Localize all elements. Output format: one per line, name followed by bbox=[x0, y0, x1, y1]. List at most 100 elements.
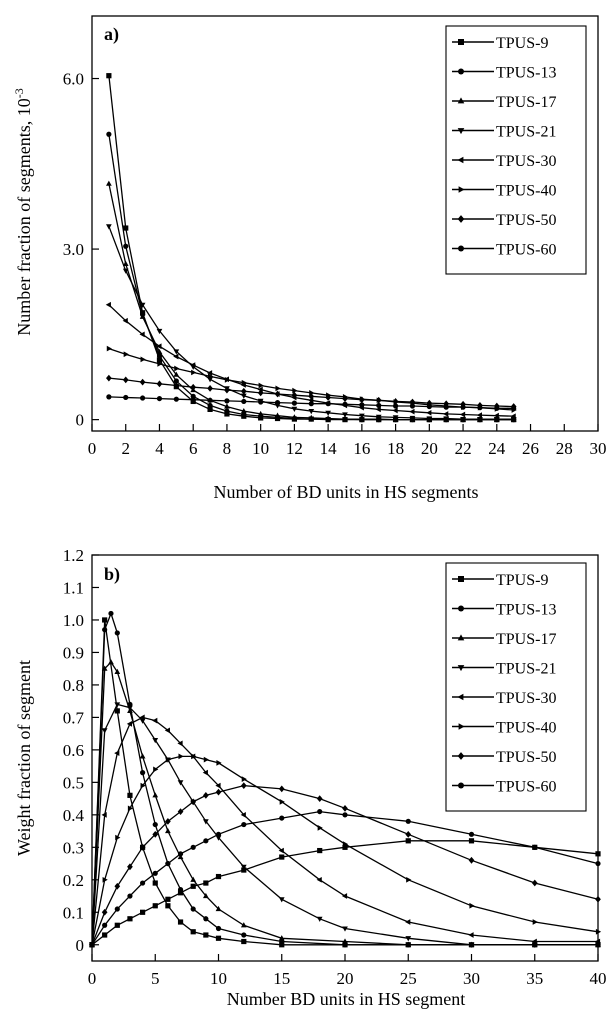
panel-b-data-point bbox=[165, 860, 171, 867]
panel-a-data-point bbox=[173, 378, 179, 384]
panel-a-legend-item: TPUS-50 bbox=[452, 212, 556, 229]
panel-a-legend-label: TPUS-9 bbox=[496, 35, 548, 52]
panel-b-data-point bbox=[152, 821, 158, 828]
panel-a-x-tick-label: 24 bbox=[488, 439, 506, 458]
panel-b-data-point bbox=[317, 808, 323, 815]
panel-a-legend-label: TPUS-40 bbox=[496, 183, 556, 200]
panel-a-data-point bbox=[375, 396, 382, 404]
panel-a-data-point bbox=[156, 328, 163, 335]
panel-a-legend-marker bbox=[457, 128, 465, 135]
panel-b-data-point bbox=[342, 938, 348, 944]
panel-a-x-ticks: 0 2 4 6 8 10 12 14 16 18 20 22 24 26 28 30 bbox=[88, 424, 607, 458]
panel-a-data-point bbox=[156, 395, 163, 402]
panel-b-data-point bbox=[203, 916, 209, 922]
panel-b-data-point bbox=[152, 792, 159, 798]
panel-b-legend-marker bbox=[457, 693, 464, 701]
panel-a-data-point bbox=[308, 401, 314, 407]
panel-b-data-point bbox=[468, 831, 475, 837]
panel-a-data-point bbox=[459, 411, 466, 418]
panel-a-legend-label: TPUS-21 bbox=[496, 124, 556, 141]
panel-b-data-point bbox=[240, 922, 247, 928]
panel-b-y-axis-title: Weight fraction of segment bbox=[14, 660, 34, 856]
panel-b-data-point bbox=[165, 827, 171, 834]
panel-b-series-6 bbox=[89, 753, 602, 948]
panel-b-data-point bbox=[278, 935, 285, 941]
panel-a-data-point bbox=[240, 393, 247, 399]
panel-b-legend-item: TPUS-13 bbox=[452, 602, 556, 619]
panel-b-data-point bbox=[595, 860, 601, 867]
panel-b-data-point bbox=[468, 942, 475, 948]
panel-b-data-point bbox=[469, 902, 475, 909]
panel-a-x-tick-label: 30 bbox=[590, 439, 607, 458]
panel-a-data-point bbox=[157, 361, 163, 367]
panel-b-y-tick-label: 0.8 bbox=[63, 676, 84, 695]
panel-a-data-point bbox=[426, 416, 433, 422]
panel-a-legend: TPUS-9 TPUS-13 TPUS-17 TPUS-21 TPUS-30 TPUS-4… bbox=[445, 25, 587, 275]
panel-a-data-point bbox=[426, 403, 432, 410]
panel-a-data-point bbox=[173, 382, 180, 389]
panel-a-x-tick-label: 10 bbox=[252, 439, 269, 458]
panel-a-data-point bbox=[173, 353, 179, 360]
panel-b-data-point bbox=[177, 808, 184, 815]
panel-b-data-point bbox=[190, 844, 196, 850]
panel-a-data-point bbox=[240, 407, 247, 414]
panel-a-x-tick-label: 2 bbox=[121, 439, 130, 458]
panel-b-legend-label: TPUS-9 bbox=[496, 572, 548, 589]
panel-a-x-tick-label: 26 bbox=[522, 439, 539, 458]
panel-b-y-tick-label: 0.7 bbox=[63, 708, 85, 727]
panel-b-data-point bbox=[215, 782, 221, 789]
panel-b-data-point bbox=[215, 935, 222, 941]
panel-b-data-point bbox=[190, 876, 197, 882]
panel-b-data-point bbox=[595, 928, 602, 935]
panel-a-data-point bbox=[409, 408, 415, 415]
panel-b-data-point bbox=[278, 897, 285, 903]
panel-b-data-point bbox=[405, 936, 412, 942]
panel-b-data-point bbox=[342, 844, 348, 850]
panel-a-data-point bbox=[122, 317, 128, 324]
panel-b-x-tick-label: 20 bbox=[337, 969, 354, 988]
panel-a-legend-label: TPUS-17 bbox=[496, 94, 556, 111]
panel-a-data-point bbox=[241, 379, 247, 386]
panel-b-y-ticks: 0 0.1 0.2 0.3 0.4 0.5 0.6 0.7 0.8 0.9 1.0 1.1 1.2 bbox=[63, 546, 99, 955]
panel-b-data-point bbox=[240, 782, 247, 789]
panel-b-data-point bbox=[317, 847, 323, 854]
panel-b-chart: 0 5 10 15 20 25 30 35 40 00.10.20.30.40.50.60.70… bbox=[14, 546, 607, 1009]
panel-b-data-point bbox=[114, 630, 120, 636]
panel-b-legend-label: TPUS-13 bbox=[496, 602, 556, 619]
panel-a-data-point bbox=[292, 387, 298, 394]
panel-b-data-point bbox=[202, 791, 209, 799]
panel-a-x-tick-label: 14 bbox=[320, 439, 338, 458]
panel-b-data-point bbox=[241, 938, 247, 945]
panel-a-data-point bbox=[359, 402, 365, 408]
panel-b-data-point bbox=[190, 883, 196, 889]
panel-a-data-point bbox=[477, 416, 483, 423]
panel-a-legend-item: TPUS-17 bbox=[452, 94, 556, 111]
panel-b-legend-marker bbox=[458, 576, 464, 582]
panel-b-label: b) bbox=[104, 564, 120, 585]
panel-b-data-point bbox=[177, 919, 184, 925]
panel-b-data-point bbox=[101, 728, 108, 734]
panel-b-legend-label: TPUS-17 bbox=[496, 631, 556, 648]
panel-b-data-point bbox=[152, 903, 158, 909]
panel-b-y-tick-label: 0.2 bbox=[63, 871, 84, 890]
panel-b-data-point bbox=[468, 838, 475, 844]
panel-b-data-point bbox=[468, 932, 474, 938]
panel-a-data-point bbox=[191, 369, 197, 376]
panel-b-legend-label: TPUS-30 bbox=[496, 690, 556, 707]
panel-a-x-tick-label: 18 bbox=[387, 439, 404, 458]
panel-b-data-point bbox=[127, 863, 133, 871]
panel-a-legend-item: TPUS-30 bbox=[452, 153, 556, 170]
panel-b-data-point bbox=[278, 785, 285, 793]
panel-b-data-point bbox=[215, 831, 222, 837]
panel-b-y-tick-label: 0.5 bbox=[63, 773, 84, 792]
panel-a-x-tick-label: 4 bbox=[155, 439, 164, 458]
panel-a-data-point bbox=[106, 374, 112, 382]
panel-b-data-point bbox=[127, 916, 133, 922]
panel-b-data-point bbox=[202, 769, 208, 776]
panel-a-data-point bbox=[409, 398, 416, 406]
panel-b-data-point bbox=[177, 890, 184, 896]
panel-b-data-point bbox=[316, 876, 322, 883]
panel-b-legend-label: TPUS-60 bbox=[496, 779, 556, 796]
panel-a-legend-marker bbox=[458, 245, 464, 252]
panel-b-legend-item: TPUS-60 bbox=[452, 779, 556, 796]
